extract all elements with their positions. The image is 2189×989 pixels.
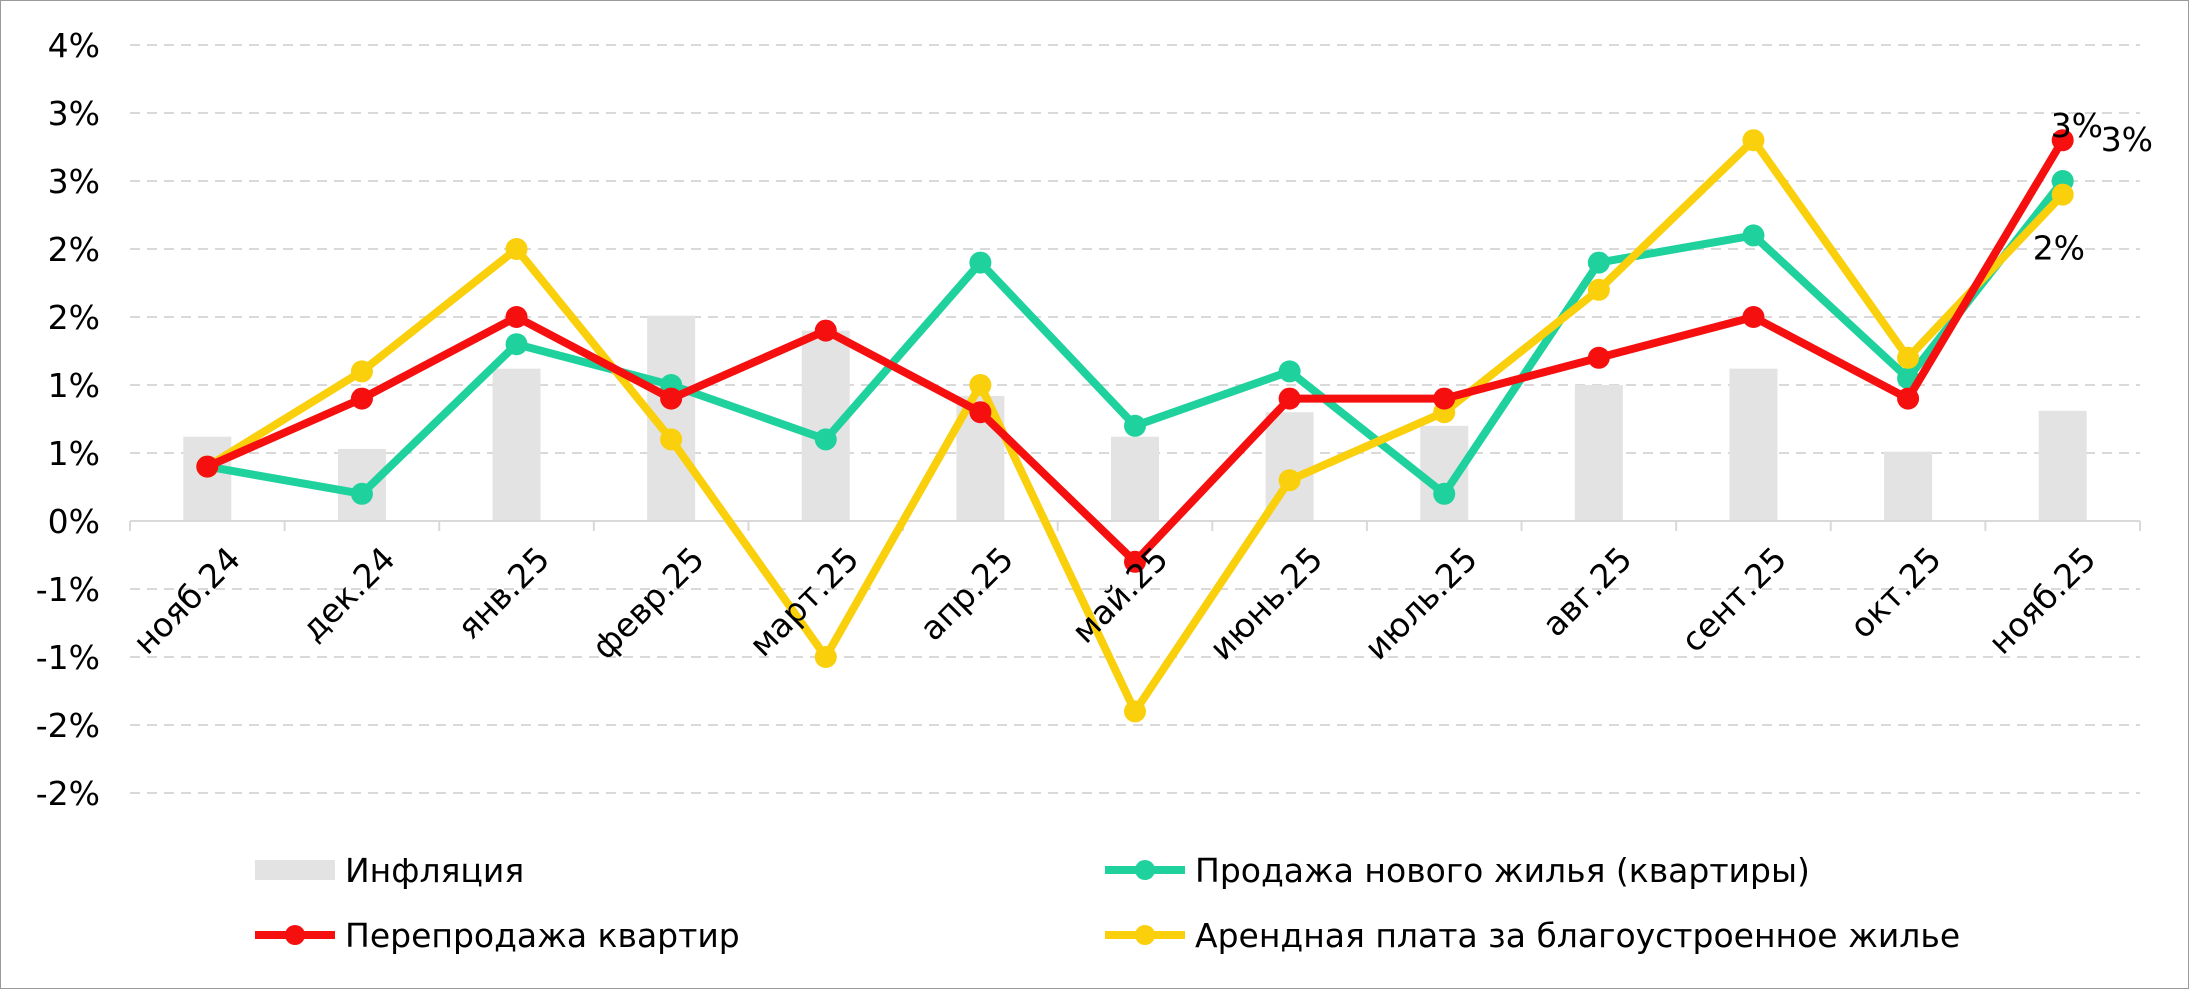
legend-marker (285, 925, 305, 945)
x-tick-label: дек.24 (293, 539, 402, 648)
series-point (505, 333, 528, 356)
x-tick-label: июнь.25 (1202, 539, 1331, 668)
series-point (505, 306, 528, 328)
y-tick-label: 2% (48, 230, 100, 269)
series-point (660, 428, 683, 451)
y-tick-label: 1% (48, 434, 100, 473)
series-point (969, 374, 992, 396)
series-point (1278, 360, 1301, 383)
series-lines (196, 129, 2074, 723)
inflation-bar (1574, 385, 1623, 521)
series-point (196, 455, 219, 478)
series-point (1124, 414, 1146, 437)
inflation-bar (1729, 368, 1778, 521)
series-point (969, 251, 992, 274)
y-tick-label: -2% (36, 774, 100, 813)
x-tick-label: февр.25 (584, 539, 712, 667)
data-labels: 3%3% 2% (2033, 106, 2153, 267)
series-point (814, 319, 837, 342)
legend-swatch-inflation (255, 860, 335, 880)
series-point (1124, 550, 1146, 573)
series-point (350, 482, 373, 505)
legend-label: Перепродажа квартир (345, 916, 740, 955)
series-point (1897, 387, 1920, 410)
legend-label: Арендная плата за благоустроенное жилье (1195, 916, 1960, 955)
y-tick-label: -1% (36, 638, 100, 677)
series-point (1897, 346, 1920, 369)
series-point (350, 360, 373, 383)
x-tick-label: нояб.24 (125, 539, 248, 662)
series-point (1433, 482, 1456, 505)
series-point (1278, 469, 1301, 492)
y-tick-label: -1% (36, 570, 100, 609)
y-tick-label: 1% (48, 366, 100, 405)
series-point (1587, 346, 1610, 369)
series-point (505, 238, 528, 260)
series-point (1587, 278, 1610, 301)
inflation-bar (183, 436, 232, 521)
data-label: 2% (2033, 229, 2085, 268)
data-label: 3% (2051, 106, 2103, 145)
x-tick-label: июль.25 (1357, 539, 1485, 667)
y-tick-label: 4% (48, 26, 100, 65)
y-axis-labels: 4% 3% 3% 2% 2% 1% 1% 0% -1% -1% -2% -2% (36, 26, 100, 813)
series-point (350, 387, 373, 410)
data-label: 3% (2101, 120, 2153, 159)
y-tick-label: 3% (48, 162, 100, 201)
y-tick-label: 0% (48, 502, 100, 541)
series-point (2051, 129, 2074, 152)
series-point (1433, 387, 1456, 410)
x-tick-label: апр.25 (912, 539, 1021, 648)
series-point (1587, 251, 1610, 274)
legend-marker (1135, 860, 1155, 880)
x-axis (129, 520, 2141, 531)
x-tick-label: окт.25 (1842, 539, 1949, 646)
y-tick-label: 3% (48, 94, 100, 133)
series-point (1742, 129, 1765, 152)
series-point (1742, 224, 1765, 247)
series-point (1124, 700, 1146, 723)
x-tick-label: сент.25 (1673, 539, 1794, 660)
legend-label: Инфляция (345, 851, 524, 890)
y-tick-label: 2% (48, 298, 100, 337)
inflation-bar (492, 368, 541, 521)
inflation-bar (1884, 451, 1933, 521)
x-tick-label: авг.25 (1534, 539, 1639, 644)
series-point (969, 401, 992, 424)
inflation-bar (2038, 410, 2087, 521)
series-point (814, 646, 837, 668)
series-point (1278, 387, 1301, 410)
legend: Инфляция Продажа нового жилья (квартиры) П… (255, 851, 1960, 955)
series-point (660, 387, 683, 410)
series-point (814, 428, 837, 451)
x-tick-label: янв.25 (449, 539, 557, 647)
inflation-bar (1111, 436, 1159, 521)
series-point (2051, 183, 2074, 206)
series-point (1742, 306, 1765, 328)
legend-label: Продажа нового жилья (квартиры) (1195, 851, 1810, 890)
x-tick-label: нояб.25 (1981, 539, 2104, 662)
y-tick-label: -2% (36, 706, 100, 745)
legend-marker (1135, 925, 1155, 945)
x-axis-labels: нояб.24 дек.24 янв.25 февр.25 март.25 апр.25 м… (125, 539, 2103, 668)
